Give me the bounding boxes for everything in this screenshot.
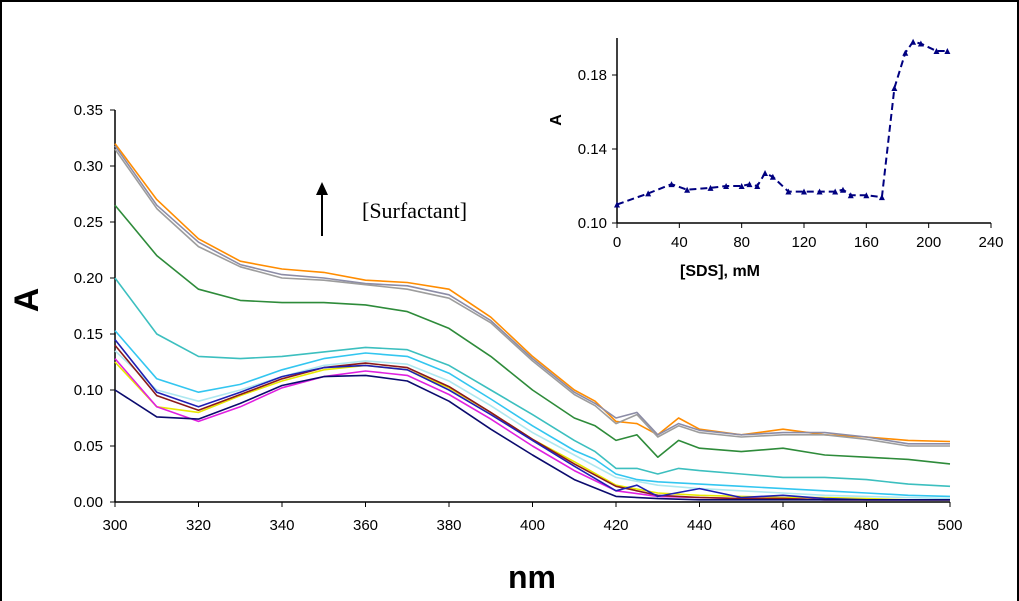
data-point-marker [832,188,839,195]
x-tick-label: 120 [791,234,816,251]
data-point-marker [910,38,917,45]
series-line-6 [114,350,951,500]
x-tick-label: 480 [854,517,879,534]
y-tick-label: 0.15 [74,326,103,343]
y-tick-label: 0.10 [74,382,103,399]
data-point-marker [769,173,776,180]
y-tick-label: 0.05 [74,438,103,455]
data-point-marker [746,181,753,188]
data-point-marker [645,190,652,197]
data-point-marker [878,194,885,201]
data-point-marker [723,183,730,189]
series-line-1 [114,145,950,445]
x-tick-label: 320 [186,517,211,534]
series-line-10 [114,339,950,501]
y-tick-label: 0.30 [74,158,103,175]
x-tick-label: 300 [102,517,127,534]
surfactant-annotation: [Surfactant] [362,198,467,223]
data-point-marker [785,188,792,195]
x-tick-label: 0 [613,234,621,251]
x-tick-label: 40 [671,234,688,251]
x-tick-label: 240 [978,234,1003,251]
data-point-marker [684,186,691,193]
y-tick-label: 0.25 [74,214,103,231]
inset-y-axis-title: A [548,114,565,126]
y-tick-label: 0.10 [578,215,607,232]
x-tick-label: 420 [603,517,628,534]
data-point-marker [738,183,745,189]
series-line-4 [114,277,951,488]
data-point-marker [847,192,854,199]
x-tick-label: 400 [520,517,545,534]
data-point-marker [944,47,951,54]
data-point-marker [891,84,898,91]
series-line-2 [114,148,950,447]
inset-plot: 0 40 80 120 160 200 240 0.10 0.14 0.18 [578,38,1004,251]
main-y-axis-title: A [8,288,46,313]
y-tick-label: 0.14 [578,141,607,158]
y-tick-label: 0.35 [74,102,103,119]
series-line-5 [114,330,951,498]
y-tick-label: 0.00 [74,494,103,511]
x-tick-label: 80 [733,234,750,251]
series-line-0 [114,143,951,443]
data-point-marker [762,170,769,177]
data-point-marker [816,188,823,195]
x-tick-label: 500 [937,517,962,534]
x-tick-label: 160 [854,234,879,251]
data-point-marker [839,186,846,193]
data-point-marker [614,201,620,208]
y-tick-label: 0.20 [74,270,103,287]
data-point-marker [707,184,714,191]
data-point-marker [801,188,807,195]
series-line-8 [114,358,950,501]
x-tick-label: 200 [916,234,941,251]
main-plot: 300 320 340 360 380 400 420 440 460 480 5000.000.0… [74,102,963,534]
data-point-marker [668,181,675,188]
x-tick-label: 380 [436,517,461,534]
main-x-axis-title: nm [508,559,556,595]
x-tick-label: 360 [353,517,378,534]
surfactant-arrow-icon [316,182,328,236]
series-line-3 [114,204,951,465]
series-line-0 [616,40,948,206]
data-point-marker [863,192,870,199]
series-line-7 [114,361,950,501]
x-tick-label: 460 [770,517,795,534]
x-tick-label: 440 [687,517,712,534]
y-tick-label: 0.18 [578,67,607,84]
data-point-marker [917,40,924,47]
data-point-marker [754,183,761,189]
inset-x-axis-title: [SDS], mM [680,263,760,280]
data-point-marker [933,47,940,54]
x-tick-label: 340 [269,517,294,534]
series-line-11 [114,374,950,501]
data-point-marker [902,49,909,56]
